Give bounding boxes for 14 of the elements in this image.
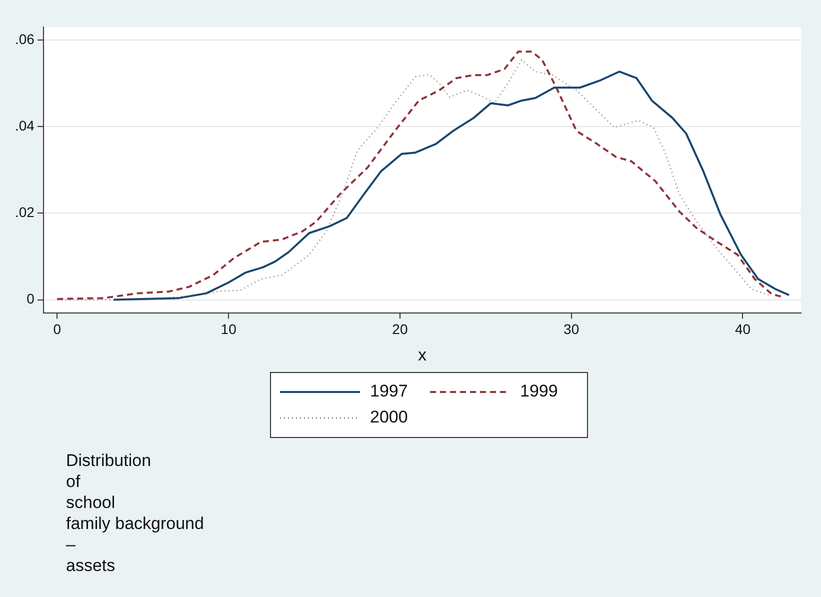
y-tick-label: 0 bbox=[26, 290, 35, 307]
legend-label: 1999 bbox=[520, 382, 558, 401]
legend-label: 1997 bbox=[370, 382, 408, 401]
y-tick-label: .06 bbox=[14, 30, 35, 47]
text: Distribution of school family background – assets bbox=[66, 450, 204, 576]
x-tick-label: 0 bbox=[53, 321, 62, 338]
x-tick-label: 20 bbox=[392, 321, 408, 338]
x-axis-title: x bbox=[418, 345, 427, 364]
legend-label: 2000 bbox=[370, 408, 408, 427]
x-tick-label: 40 bbox=[734, 321, 751, 338]
x-tick-label: 30 bbox=[564, 321, 580, 338]
y-tick-label: .02 bbox=[14, 204, 35, 220]
y-tick-label: .04 bbox=[14, 117, 35, 134]
x-tick-label: 10 bbox=[220, 321, 237, 338]
